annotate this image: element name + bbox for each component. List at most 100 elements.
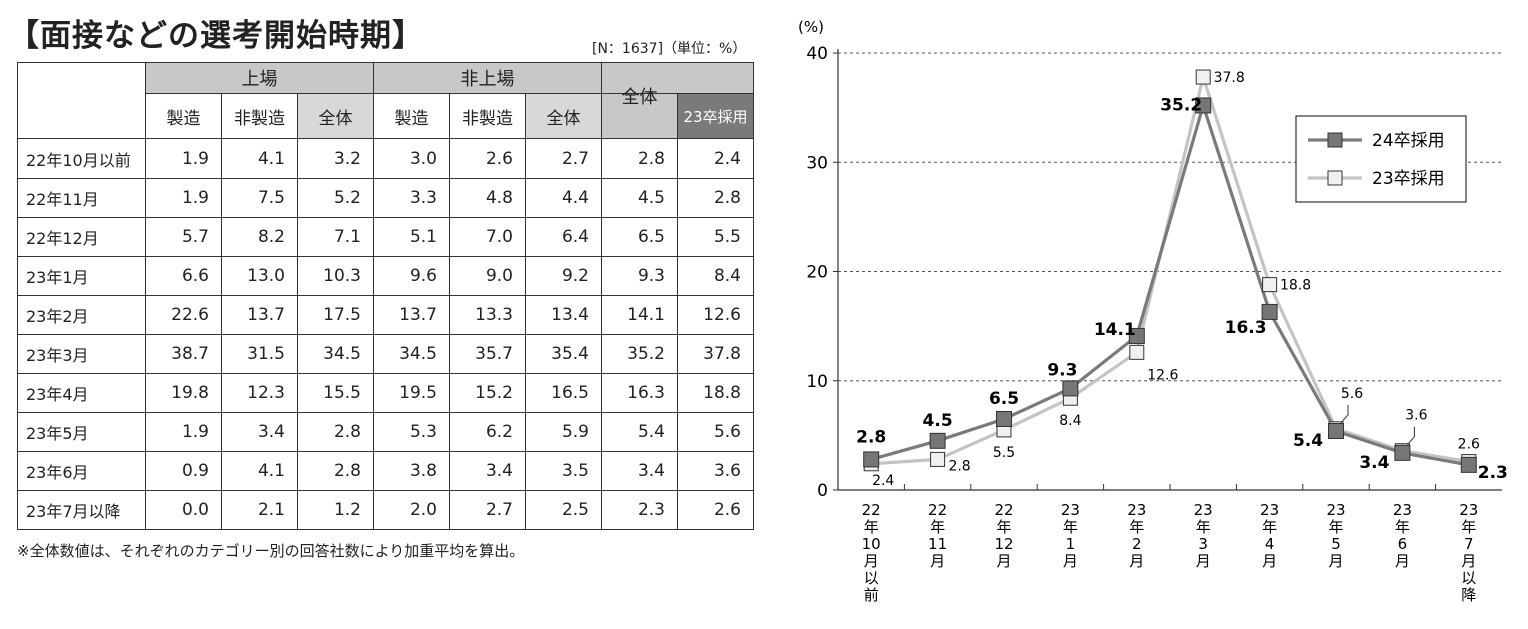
row-label: 23年5月: [17, 412, 146, 452]
table-cell: 13.0: [221, 256, 298, 296]
x-tick-label-part: 22: [928, 501, 947, 519]
data-label: 8.4: [1059, 413, 1081, 429]
legend-marker: [1327, 132, 1343, 148]
table-cell: 31.5: [221, 334, 298, 374]
legend-marker: [1327, 170, 1343, 186]
table-cell: 15.5: [297, 373, 374, 413]
leader-line: [1340, 404, 1349, 424]
table-cell: 9.3: [601, 256, 678, 296]
x-tick-label-part: 年: [930, 518, 945, 536]
table-cell: 1.9: [145, 138, 222, 179]
table-cell: 22.6: [145, 295, 222, 335]
table-cell: 4.4: [525, 178, 602, 218]
table-row: 22年12月 5.7 8.2 7.1 5.1 7.0 6.4 6.5 5.5: [17, 217, 754, 257]
x-tick-label-part: 23: [1393, 501, 1412, 519]
table-cell: 10.3: [297, 256, 374, 296]
x-tick-label-part: 月: [864, 552, 879, 570]
table-cell: 17.5: [297, 295, 374, 335]
x-tick-label-part: 12: [994, 535, 1013, 553]
table-cell: 9.2: [525, 256, 602, 296]
table-cell: 3.3: [373, 178, 450, 218]
data-label: 12.6: [1147, 367, 1178, 383]
data-point: [1195, 97, 1212, 114]
header-unlisted: 非上場: [373, 62, 602, 94]
table-cell: 5.6: [677, 412, 754, 452]
x-tick-label-part: 年: [1196, 518, 1211, 536]
table-cell: 16.3: [601, 373, 678, 413]
x-tick-label: 23年1月: [1061, 501, 1080, 570]
x-tick-label-part: 23: [1260, 501, 1279, 519]
x-tick-label: 23年5月: [1326, 501, 1345, 570]
x-tick-label-part: 降: [1461, 586, 1476, 604]
data-point: [1262, 277, 1278, 293]
table-cell: 3.4: [221, 412, 298, 452]
table-cell: 13.3: [449, 295, 526, 335]
line-chart: (%)01020304022年10月以前22年11月22年12月23年1月23年…: [798, 18, 1508, 604]
header-listed: 上場: [145, 62, 374, 94]
table-cell: 2.1: [221, 490, 298, 530]
data-point: [1062, 380, 1079, 397]
y-tick-label: 20: [806, 263, 828, 283]
data-label: 2.6: [1458, 437, 1480, 453]
row-label: 23年1月: [17, 256, 146, 296]
data-label: 5.6: [1341, 386, 1363, 402]
table-cell: 2.7: [525, 138, 602, 179]
legend-label: 23卒採用: [1372, 169, 1445, 189]
x-tick-label-part: 23: [1326, 501, 1345, 519]
x-tick-label-part: 22: [862, 501, 881, 519]
table-cell: 13.7: [373, 295, 450, 335]
x-tick-label-part: 23: [1061, 501, 1080, 519]
x-tick-label-part: 月: [1262, 552, 1277, 570]
data-point: [1128, 327, 1145, 344]
header-listed-total: 全体: [297, 93, 374, 139]
series-line: [870, 99, 1470, 467]
data-label: 14.1: [1094, 320, 1136, 340]
data-point: [863, 451, 880, 468]
table-cell: 13.7: [221, 295, 298, 335]
row-label: 23年6月: [17, 451, 146, 491]
x-tick-label: 23年2月: [1127, 501, 1146, 570]
table-cell: 2.4: [677, 138, 754, 179]
x-tick-label-part: 以: [1461, 569, 1476, 587]
x-tick-label-part: 年: [1262, 518, 1277, 536]
header-prev-year: 23卒採用: [677, 93, 754, 139]
data-point: [1129, 344, 1145, 360]
data-point: [1460, 456, 1477, 473]
x-tick-label-part: 年: [1063, 518, 1078, 536]
table-cell: 3.4: [601, 451, 678, 491]
table-cell: 14.1: [601, 295, 678, 335]
row-label: 23年3月: [17, 334, 146, 374]
x-tick-label: 22年12月: [994, 501, 1013, 570]
header-total-blank: [601, 93, 678, 139]
header-nonmanufacturing: 非製造: [449, 93, 526, 139]
x-tick-label-part: 11: [928, 535, 947, 553]
table-cell: 34.5: [297, 334, 374, 374]
y-tick-label: 40: [806, 44, 828, 64]
data-label: 5.5: [993, 445, 1015, 461]
data-point: [1195, 69, 1211, 85]
table-cell: 3.8: [373, 451, 450, 491]
table-cell: 0.0: [145, 490, 222, 530]
table-cell: 4.1: [221, 451, 298, 491]
row-label: 22年11月: [17, 178, 146, 218]
table-cell: 1.2: [297, 490, 374, 530]
header-total: 全体: [601, 62, 754, 108]
data-table: 上場 非上場 全体 製造 非製造 全体 製造 非製造 全体 23卒採用 22年1…: [17, 62, 754, 530]
y-axis-unit: (%): [798, 18, 824, 36]
table-row: 23年7月以降 0.0 2.1 1.2 2.0 2.7 2.5 2.3 2.6: [17, 490, 754, 530]
row-label: 23年7月以降: [17, 490, 146, 530]
table-cell: 2.8: [601, 138, 678, 179]
table-cell: 35.2: [601, 334, 678, 374]
legend: 24卒採用 23卒採用: [1295, 115, 1467, 203]
sample-size-unit: [N：1637]（単位：%）: [592, 41, 747, 57]
data-label: 2.8: [948, 458, 970, 474]
data-label: 5.4: [1293, 431, 1323, 451]
table-cell: 12.6: [677, 295, 754, 335]
table-cell: 2.6: [449, 138, 526, 179]
table-cell: 4.5: [601, 178, 678, 218]
table-row: 23年3月 38.7 31.5 34.5 34.5 35.7 35.4 35.2 37.8: [17, 334, 754, 374]
table-cell: 19.5: [373, 373, 450, 413]
x-tick-label-part: 年: [996, 518, 1011, 536]
data-label: 16.3: [1225, 318, 1267, 338]
data-point: [930, 451, 946, 467]
